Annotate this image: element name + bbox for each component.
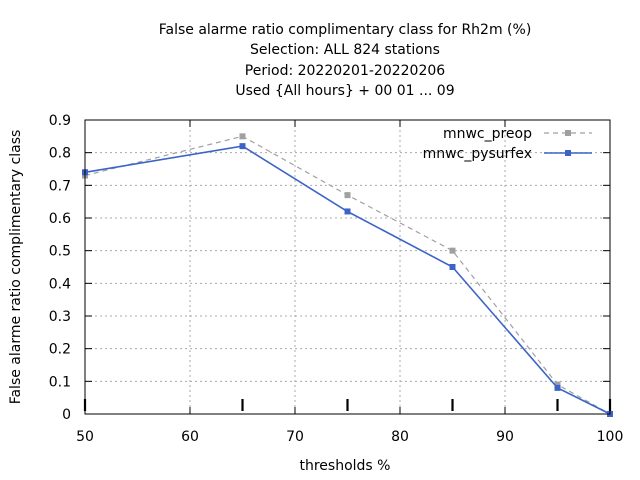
tick-labels: 0 0.1 0.2 0.3 0.4 0.5 0.6 0.7 0.8 0.9 50 60 70 80 90 10… (49, 113, 624, 445)
series-point-mnwc_pysurfex (554, 384, 561, 391)
y-tick-label: 0.2 (49, 342, 71, 358)
x-tick-label: 80 (391, 429, 409, 445)
title-line-1: False alarme ratio complimentary class f… (159, 22, 532, 38)
legend-label-mnwc-pysurfex: mnwc_pysurfex (423, 146, 532, 162)
series-line-mnwc_preop (84, 135, 611, 415)
y-tick-label: 0.7 (49, 178, 71, 194)
grid-lines (85, 120, 610, 414)
legend-marker-mnwc-pysurfex (565, 150, 571, 156)
x-tick-label: 70 (286, 429, 304, 445)
x-tick-label: 100 (597, 429, 624, 445)
y-tick-label: 0.5 (49, 244, 71, 260)
legend: mnwc_preop mnwc_pysurfex (423, 126, 592, 162)
y-axis-label: False alarme ratio complimentary class (8, 130, 24, 405)
series-point-mnwc_preop (554, 381, 561, 388)
legend-marker-mnwc-preop (565, 130, 571, 136)
y-tick-label: 0 (62, 407, 71, 423)
legend-label-mnwc-preop: mnwc_preop (443, 126, 532, 142)
y-tick-label: 0.8 (49, 146, 71, 162)
series-point-mnwc_pysurfex (239, 143, 246, 150)
axis-ticks (83, 119, 612, 415)
chart-title: False alarme ratio complimentary class f… (159, 22, 532, 99)
title-line-2: Selection: ALL 824 stations (250, 42, 440, 58)
series-point-mnwc_preop (344, 192, 351, 199)
y-tick-label: 0.3 (49, 309, 71, 325)
x-tick-label: 60 (181, 429, 199, 445)
y-tick-label: 0.1 (49, 374, 71, 390)
series-layer (82, 133, 613, 417)
x-axis-label: thresholds % (300, 458, 391, 474)
x-tick-label: 90 (496, 429, 514, 445)
plot-frame (84, 119, 611, 415)
y-tick-label: 0.6 (49, 211, 71, 227)
y-tick-label: 0.4 (49, 276, 71, 292)
series-point-mnwc_pysurfex (449, 264, 456, 270)
series-point-mnwc_preop (449, 247, 456, 254)
title-line-3: Period: 20220201-20220206 (245, 63, 445, 79)
series-point-mnwc_pysurfex (344, 208, 351, 215)
series-point-mnwc_preop (239, 133, 246, 140)
x-tick-label: 50 (76, 429, 94, 445)
series-line-mnwc_pysurfex (84, 145, 611, 415)
y-tick-label: 0.9 (49, 113, 71, 129)
title-line-4: Used {All hours} + 00 01 ... 09 (235, 83, 454, 99)
